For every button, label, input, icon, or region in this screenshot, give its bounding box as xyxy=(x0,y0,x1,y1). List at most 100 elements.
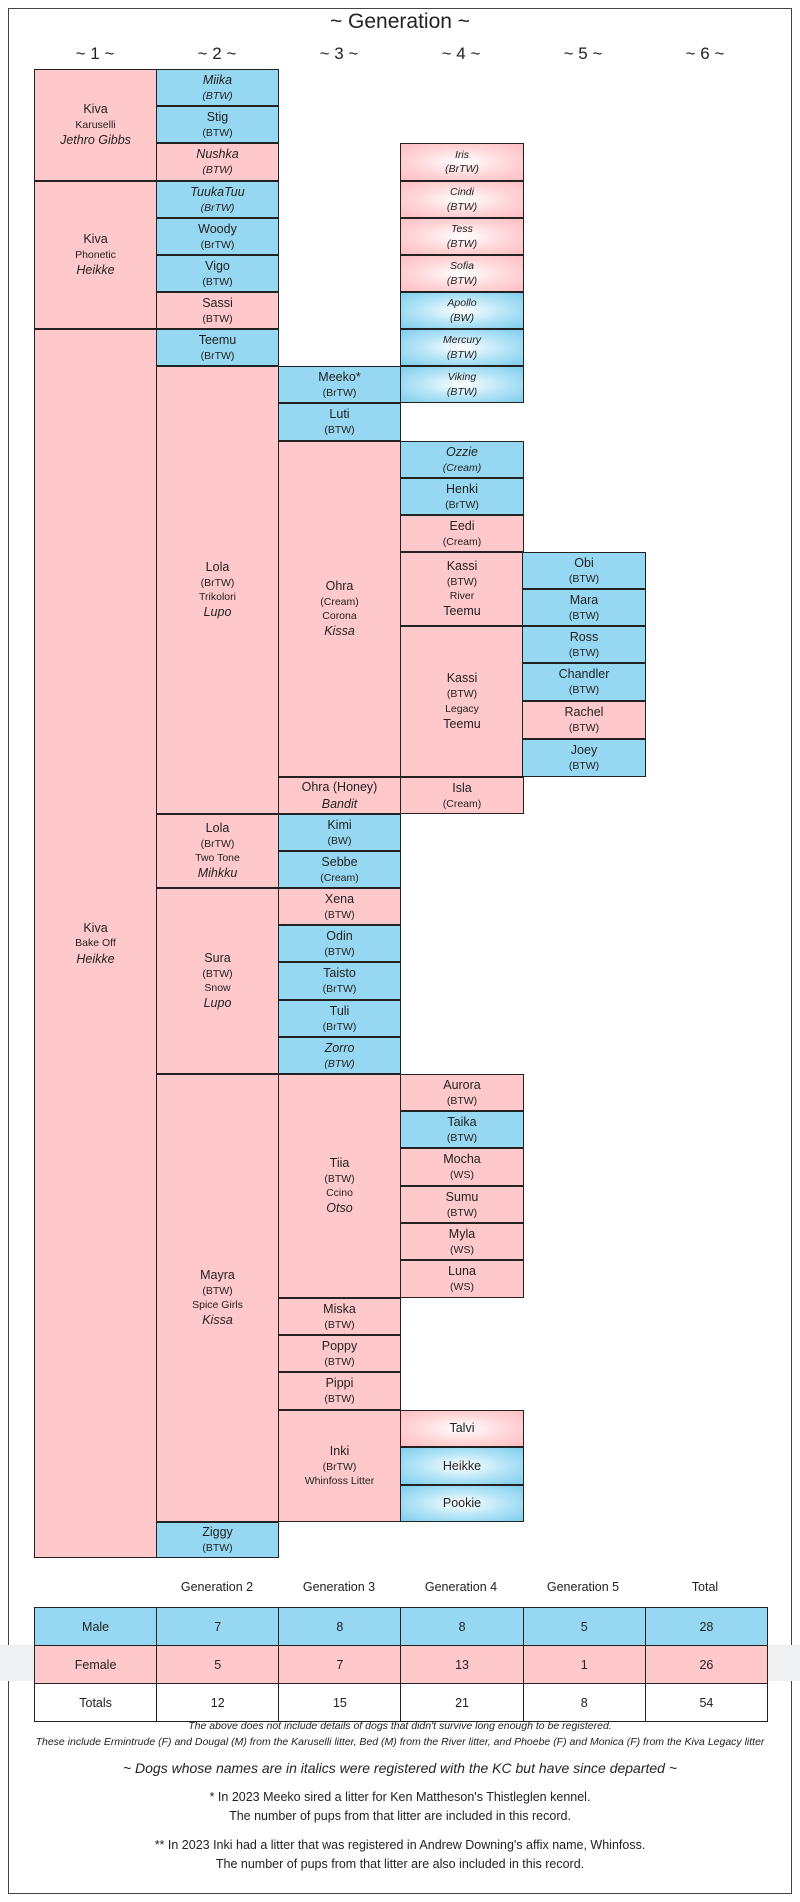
dog-name: Mayra xyxy=(200,1267,235,1282)
dog-name: Luna xyxy=(448,1264,476,1279)
dog-detail: (Cream) xyxy=(320,595,359,608)
dog-name: Kiva xyxy=(83,102,108,117)
dog-box: Iris (BrTW) xyxy=(400,143,524,181)
dog-box: Taisto (BrTW) xyxy=(278,962,401,1000)
dog-detail: Trikolori xyxy=(199,591,236,603)
dog-name: Mara xyxy=(569,592,599,607)
dog-box: Viking (BTW) xyxy=(400,366,524,403)
dog-detail: (BTW) xyxy=(446,385,478,398)
dog-box: Miska (BTW) xyxy=(278,1298,401,1335)
dog-detail: (BrTW) xyxy=(322,1461,357,1474)
dog-box: Lola (BrTW) Two Tone Mihkku xyxy=(156,814,279,888)
dog-box: Henki (BrTW) xyxy=(400,478,524,515)
dog-box: Kiva Karuselli Jethro Gibbs xyxy=(34,69,157,181)
dog-box: Ozzie (Cream) xyxy=(400,441,524,478)
dog-detail: (BTW) xyxy=(446,1206,478,1219)
dog-detail: Otso xyxy=(326,1201,353,1216)
dog-box: Meeko* (BrTW) xyxy=(278,366,401,403)
dog-name: Heikke xyxy=(442,1458,482,1473)
row-label: Totals xyxy=(33,1683,158,1722)
dog-name: Sura xyxy=(204,950,231,965)
note-meeko-detail: The number of pups from that litter are … xyxy=(229,1809,571,1823)
dog-detail: (WS) xyxy=(450,1281,474,1294)
dog-box: Sebbe (Cream) xyxy=(278,851,401,888)
dog-detail: (BTW) xyxy=(202,1284,233,1297)
dog-name: Stig xyxy=(206,109,229,124)
dog-box: Tiia (BTW) Ccino Otso xyxy=(278,1074,401,1298)
dog-detail: (BTW) xyxy=(324,1172,355,1185)
dog-name: Teemu xyxy=(198,332,237,347)
table-cell: 54 xyxy=(644,1683,769,1722)
dog-detail: Lupo xyxy=(203,996,232,1011)
dog-name: Tess xyxy=(451,223,473,236)
dog-box: Kassi (BTW) River Teemu xyxy=(400,552,524,626)
dog-detail: Corona xyxy=(322,610,357,622)
dog-box: Luna (WS) xyxy=(400,1260,524,1298)
dog-name: Tiia xyxy=(329,1155,350,1170)
dog-name: Myla xyxy=(448,1226,476,1241)
dog-detail: (BTW) xyxy=(446,688,478,701)
dog-name: Isla xyxy=(452,780,472,795)
dog-name: Luti xyxy=(329,407,350,422)
table-row: Female 5 7 13 1 26 xyxy=(33,1645,769,1684)
dog-box: Joey (BTW) xyxy=(522,739,646,777)
dog-box: Mara (BTW) xyxy=(522,589,646,626)
dog-box: Ziggy (BTW) xyxy=(156,1522,279,1558)
dog-detail: (Cream) xyxy=(442,535,482,548)
dog-detail: (BrTW) xyxy=(322,1020,357,1033)
dog-detail: (WS) xyxy=(450,1243,474,1256)
dog-name: Ross xyxy=(569,629,599,644)
dog-name: Odin xyxy=(326,928,353,943)
dog-detail: (Cream) xyxy=(320,871,359,884)
dog-detail: (BTW) xyxy=(324,945,355,958)
dog-name: Ziggy xyxy=(202,1525,233,1540)
dog-box: Teemu (BrTW) xyxy=(156,329,279,366)
dog-name: Iris xyxy=(455,148,469,161)
dog-detail: (BTW) xyxy=(202,967,233,980)
table-cell: 7 xyxy=(156,1607,280,1646)
dog-detail: (BTW) xyxy=(202,164,233,177)
dog-name: Viking xyxy=(447,371,477,384)
dog-name: Rachel xyxy=(564,705,604,720)
dog-box: Tess (BTW) xyxy=(400,218,524,255)
dog-detail: (WS) xyxy=(450,1169,474,1182)
dog-box: Eedi (Cream) xyxy=(400,515,524,552)
dog-detail: Heikke xyxy=(76,263,115,278)
dog-name: Taisto xyxy=(323,966,356,981)
generation-1-header: ~ 1 ~ xyxy=(75,44,115,63)
table-cell: 5 xyxy=(522,1607,646,1646)
dog-detail: (BTW) xyxy=(202,312,233,325)
table-cell: 13 xyxy=(400,1645,524,1684)
dog-name: Miska xyxy=(323,1301,356,1316)
dog-detail: Heikke xyxy=(76,951,115,966)
dog-detail: Bandit xyxy=(321,796,358,811)
dog-detail: (BrTW) xyxy=(200,349,235,362)
dog-box: Heikke xyxy=(400,1447,524,1485)
dog-detail: Snow xyxy=(204,982,231,994)
dog-detail: (BTW) xyxy=(446,237,478,250)
dog-box: Ohra (Cream) Corona Kissa xyxy=(278,441,401,777)
dog-box: Mocha (WS) xyxy=(400,1148,524,1186)
dog-name: Lola xyxy=(205,820,230,835)
dog-detail: (Cream) xyxy=(442,461,482,474)
dog-name: Kiva xyxy=(83,920,108,935)
dog-box: TuukaTuu (BrTW) xyxy=(156,181,279,218)
dog-detail: Two Tone xyxy=(195,852,240,864)
dog-detail: Kissa xyxy=(324,624,355,639)
dog-box: Rachel (BTW) xyxy=(522,701,646,739)
table-cell: 8 xyxy=(278,1607,402,1646)
totals-header-gen4: Generation 4 xyxy=(424,1580,498,1594)
dog-name: Sassi xyxy=(202,295,233,310)
table-cell: 5 xyxy=(156,1645,280,1684)
dog-detail: (BTW) xyxy=(324,424,355,437)
dog-detail: (BTW) xyxy=(202,275,233,288)
dog-name: Eedi xyxy=(449,518,475,533)
dog-box: Inki (BrTW) Whinfoss Litter xyxy=(278,1410,401,1522)
dog-detail: (BTW) xyxy=(568,646,600,659)
dog-name: Lola xyxy=(205,559,230,574)
dog-detail: (BTW) xyxy=(568,760,600,773)
dog-box: Ross (BTW) xyxy=(522,626,646,663)
dog-detail: Teemu xyxy=(443,716,481,731)
totals-table: Male 7 8 8 5 28 Female 5 7 13 1 26 Total… xyxy=(33,1607,769,1722)
chart-frame xyxy=(8,8,792,1894)
